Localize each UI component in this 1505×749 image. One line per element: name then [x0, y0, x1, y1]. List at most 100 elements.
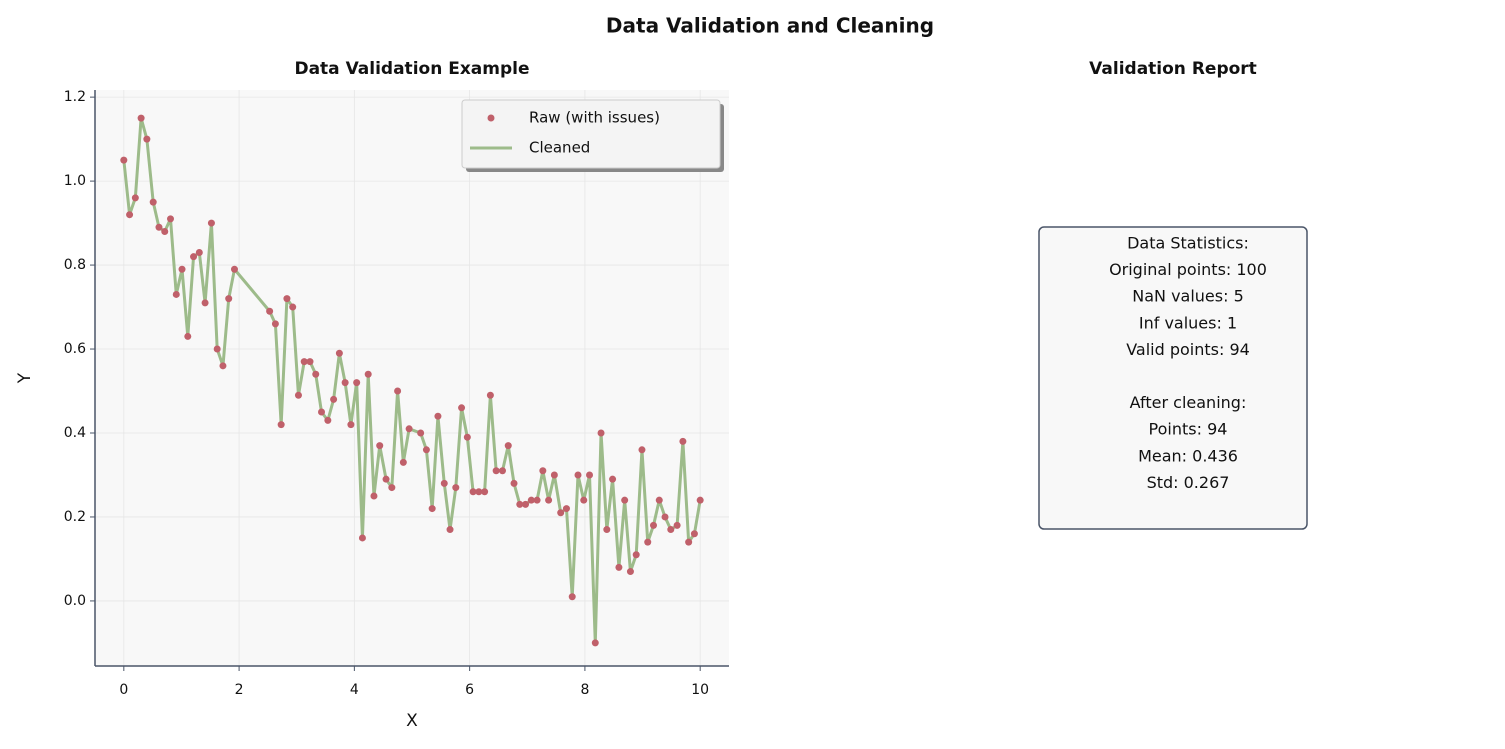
raw-point — [603, 526, 611, 534]
raw-point — [388, 484, 396, 492]
raw-point — [498, 467, 506, 475]
raw-point — [330, 395, 338, 403]
report-line: Inf values: 1 — [1139, 313, 1237, 332]
raw-point — [550, 471, 558, 479]
report-box — [1038, 226, 1308, 530]
raw-point — [318, 408, 326, 416]
raw-point — [283, 295, 291, 303]
raw-point — [358, 534, 366, 542]
raw-point — [644, 538, 652, 546]
raw-point — [586, 471, 594, 479]
raw-point — [364, 370, 372, 378]
figure-title: Data Validation and Cleaning — [606, 14, 934, 38]
report-line: Data Statistics: — [1127, 234, 1249, 253]
raw-point — [452, 484, 460, 492]
raw-point — [434, 412, 442, 420]
raw-point — [143, 135, 151, 143]
raw-point — [533, 496, 541, 504]
y-tick-label: 0.0 — [64, 593, 86, 609]
raw-point — [510, 479, 518, 487]
raw-point — [294, 391, 302, 399]
raw-point — [161, 227, 169, 235]
raw-point — [562, 505, 570, 513]
raw-point — [213, 345, 221, 353]
raw-point — [458, 404, 466, 412]
raw-point — [522, 500, 530, 508]
raw-point — [271, 320, 279, 328]
raw-point — [289, 303, 297, 311]
chart-title: Data Validation Example — [294, 59, 529, 79]
raw-point — [649, 521, 657, 529]
x-tick-label: 0 — [119, 682, 128, 698]
raw-point — [621, 496, 629, 504]
raw-point — [446, 526, 454, 534]
raw-point — [568, 593, 576, 601]
raw-point — [661, 513, 669, 521]
raw-point — [300, 358, 308, 366]
raw-point — [405, 425, 413, 433]
raw-point — [382, 475, 390, 483]
raw-point — [685, 538, 693, 546]
raw-point — [376, 442, 384, 450]
raw-point — [353, 379, 361, 387]
raw-point — [312, 370, 320, 378]
cleaned-line — [122, 116, 702, 645]
raw-point — [394, 387, 402, 395]
raw-point — [149, 198, 157, 206]
x-tick-label: 10 — [691, 682, 709, 698]
raw-point — [201, 299, 209, 307]
report-line: Mean: 0.436 — [1138, 446, 1238, 465]
raw-point — [632, 551, 640, 559]
y-tick-label: 1.0 — [64, 173, 86, 189]
raw-point — [137, 114, 145, 122]
raw-point — [417, 429, 425, 437]
raw-point — [277, 421, 285, 429]
raw-point — [428, 505, 436, 513]
raw-point — [399, 458, 407, 466]
raw-point — [696, 496, 704, 504]
raw-point — [475, 488, 483, 496]
raw-point — [516, 500, 524, 508]
raw-point — [679, 437, 687, 445]
raw-point — [545, 496, 553, 504]
report-line: Original points: 100 — [1109, 260, 1267, 279]
raw-point — [422, 446, 430, 454]
raw-point — [504, 442, 512, 450]
raw-point — [690, 530, 698, 538]
raw-point — [230, 265, 238, 273]
raw-point — [184, 332, 192, 340]
raw-point — [225, 295, 233, 303]
raw-point — [486, 391, 494, 399]
raw-point — [591, 639, 599, 647]
y-tick-label: 0.4 — [64, 425, 86, 441]
raw-point — [469, 488, 477, 496]
report-line: After cleaning: — [1130, 393, 1247, 412]
raw-point — [463, 433, 471, 441]
raw-point — [481, 488, 489, 496]
y-tick-label: 0.8 — [64, 257, 86, 273]
raw-point — [120, 156, 128, 164]
raw-point — [638, 446, 646, 454]
raw-point — [172, 290, 180, 298]
plot-area — [95, 90, 729, 666]
raw-point — [574, 471, 582, 479]
report-line: Std: 0.267 — [1147, 473, 1230, 492]
raw-point — [492, 467, 500, 475]
x-axis-label: X — [406, 711, 418, 731]
raw-point — [306, 358, 314, 366]
raw-point — [178, 265, 186, 273]
report-title: Validation Report — [1089, 59, 1257, 79]
raw-point — [597, 429, 605, 437]
y-tick-label: 0.2 — [64, 509, 86, 525]
report-line: NaN values: 5 — [1132, 287, 1244, 306]
raw-point — [335, 349, 343, 357]
raw-point — [626, 568, 634, 576]
raw-point — [667, 526, 675, 534]
raw-point — [673, 521, 681, 529]
raw-point — [207, 219, 215, 227]
raw-point — [341, 379, 349, 387]
raw-point — [126, 211, 134, 219]
y-tick-label: 0.6 — [64, 341, 86, 357]
raw-point — [131, 194, 139, 202]
